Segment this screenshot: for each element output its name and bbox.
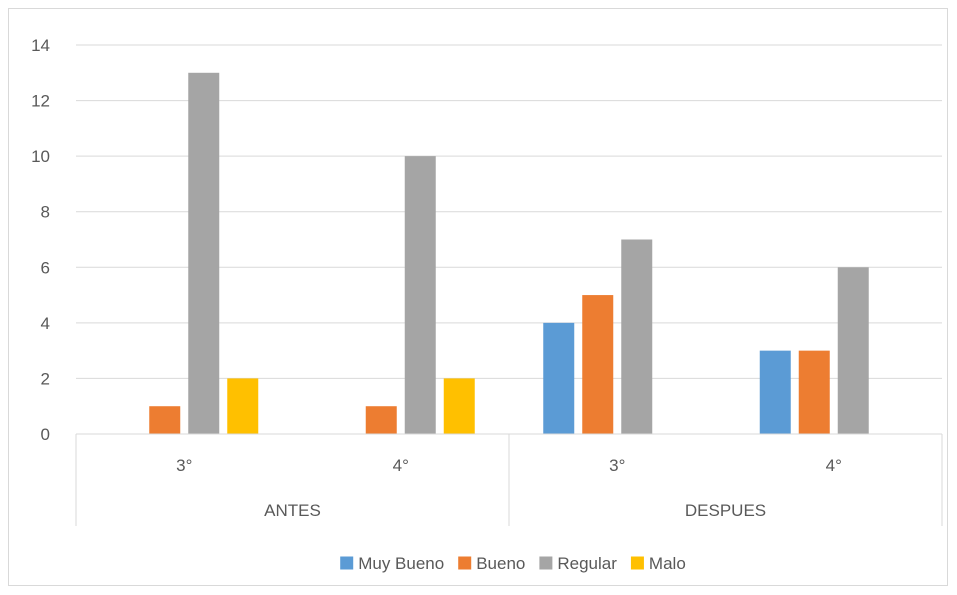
bar-regular [621, 239, 653, 434]
y-tick-label: 8 [41, 203, 50, 222]
y-tick-label: 2 [41, 369, 50, 388]
x-axis [75, 433, 943, 526]
bar-regular [188, 72, 220, 435]
bar-regular [404, 156, 436, 434]
x-category-label: 4° [826, 456, 842, 475]
y-tick-label: 10 [31, 147, 50, 166]
legend-swatch [630, 556, 644, 570]
y-tick-label: 12 [31, 92, 50, 111]
bar-bueno [582, 295, 614, 434]
bar-bueno [365, 406, 397, 434]
x-axis-category-labels: 3° 4° 3° 4° [176, 456, 842, 475]
y-tick-label: 14 [31, 36, 50, 55]
bar-bueno [798, 350, 830, 434]
bars [149, 72, 869, 435]
x-group-label: DESPUES [685, 501, 766, 520]
x-category-label: 3° [609, 456, 625, 475]
legend-label: Muy Bueno [358, 554, 444, 573]
x-axis-group-labels: ANTES DESPUES [264, 501, 766, 520]
bar-regular [837, 267, 869, 434]
y-tick-label: 6 [41, 258, 50, 277]
legend-label: Malo [649, 554, 686, 573]
bar-malo [227, 378, 259, 434]
legend-swatch [539, 556, 553, 570]
bar-muy-bueno [543, 322, 575, 434]
x-group-label: ANTES [264, 501, 321, 520]
y-axis-tick-labels: 0 2 4 6 8 10 12 14 [31, 36, 50, 444]
legend-label: Regular [557, 554, 617, 573]
y-tick-label: 0 [41, 425, 50, 444]
legend-swatch [340, 556, 354, 570]
legend: Muy Bueno Bueno Regular Malo [340, 554, 686, 573]
y-tick-label: 4 [41, 314, 50, 333]
x-category-label: 4° [393, 456, 409, 475]
bar-bueno [149, 406, 181, 434]
bar-muy-bueno [759, 350, 791, 434]
chart-frame [8, 8, 948, 586]
legend-swatch [458, 556, 472, 570]
x-category-label: 3° [176, 456, 192, 475]
bar-malo [443, 378, 475, 434]
legend-label: Bueno [476, 554, 525, 573]
